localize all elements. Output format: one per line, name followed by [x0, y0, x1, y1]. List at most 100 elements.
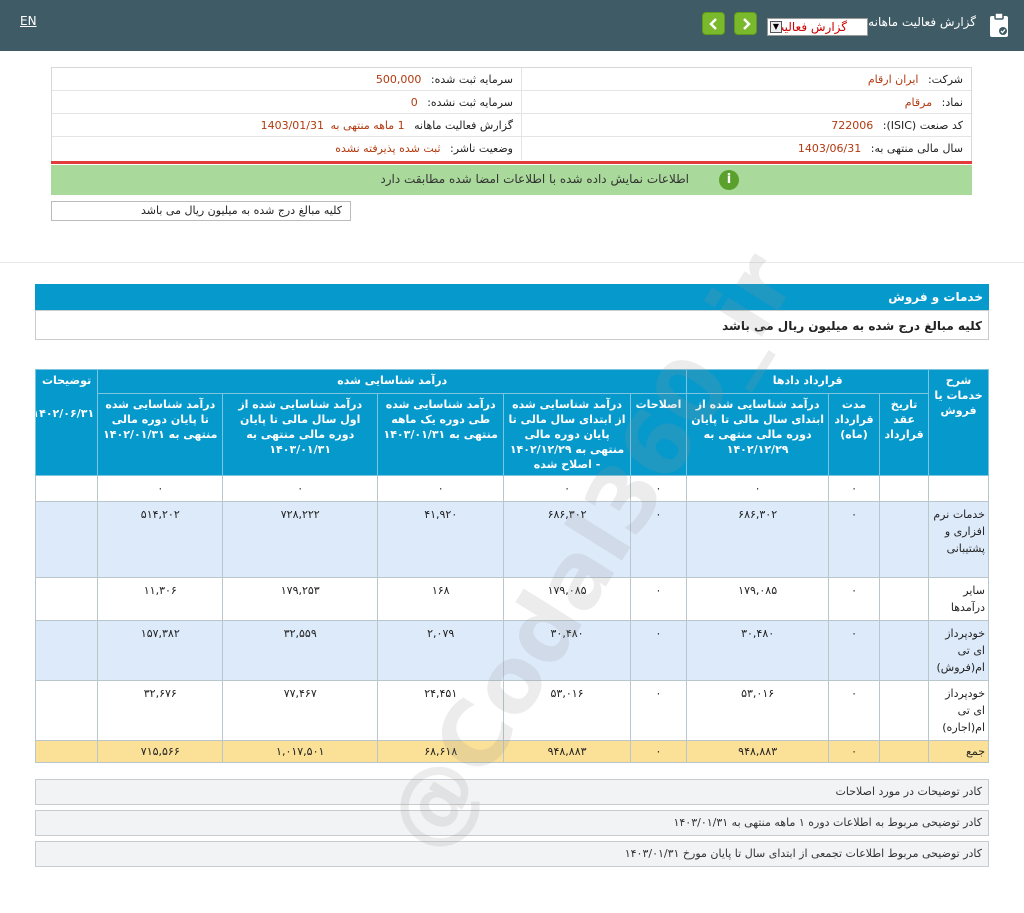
cell: ۰ [629, 475, 688, 502]
capital-unregistered-value: 0 [410, 96, 418, 109]
col-header-rev-last: درآمد شناسایی شده تا پایان دوره مالی منت… [97, 393, 224, 476]
total-rev-ytd: ۱,۰۱۷,۵۰۱ [222, 740, 379, 763]
info-row: شرکت: ایران ارقام سرمایه ثبت شده: 500,00… [52, 68, 971, 91]
row-rev-period: ۴۱,۹۲۰ [377, 501, 505, 578]
publisher-status-value: ثبت شده پذیرفته نشده [335, 142, 441, 155]
col-header-corrections: اصلاحات [629, 393, 688, 476]
company-label: شرکت: [927, 73, 963, 86]
row-corrections: ۰ [629, 501, 688, 578]
col-header-rev-period: درآمد شناسایی شده طی دوره یک ماهه منتهی … [377, 393, 505, 476]
col-header-duration: مدت قرارداد (ماه) [827, 393, 881, 476]
cell: ۰ [503, 475, 631, 502]
unit-note: کلیه مبالغ درج شده به میلیون ریال می باش… [51, 201, 351, 221]
cell [928, 475, 989, 502]
cell: ۰ [377, 475, 505, 502]
report-period-cell: گزارش فعالیت ماهانه 1 ماهه منتهی به 1403… [52, 114, 521, 137]
publisher-cell: وضعیت ناشر: ثبت شده پذیرفته نشده [52, 137, 521, 160]
company-cell: شرکت: ایران ارقام [521, 68, 971, 91]
row-duration: ۰ [827, 620, 881, 681]
row-desc: سایر درآمدها [928, 577, 989, 621]
total-rev-last: ۷۱۵,۵۶۶ [97, 740, 224, 763]
top-bar: EN گزارش فعالیت ▼ گزارش فعالیت ماهانه [0, 0, 1024, 51]
corrections-explanation-box: کادر توضیحات در مورد اصلاحات [35, 779, 989, 805]
report-date: 1403/01/31 [260, 119, 324, 132]
next-report-button[interactable] [734, 12, 757, 35]
fiscal-year-value: 1403/06/31 [797, 142, 862, 155]
row-rev-period: ۲۴,۴۵۱ [377, 680, 505, 741]
isic-label: کد صنعت (ISIC): [882, 119, 963, 132]
row-date [879, 620, 930, 681]
isic-value: 722006 [831, 119, 874, 132]
row-notes [34, 577, 99, 621]
report-period: 1 ماهه منتهی به [330, 119, 405, 132]
row-rev-period: ۲,۰۷۹ [377, 620, 505, 681]
row-rev-cum-corrected: ۶۸۶,۳۰۲ [503, 501, 631, 578]
chevron-right-icon [743, 18, 751, 30]
fiscal-year-label: سال مالی منتهی به: [870, 142, 963, 155]
row-rev-last: ۵۱۴,۲۰۲ [97, 501, 224, 578]
symbol-value: مرقام [904, 96, 933, 109]
period-explanation-box: کادر توضیحی مربوط به اطلاعات دوره ۱ ماهه… [35, 810, 989, 836]
notes-header-date: ۱۴۰۲/۰۶/۳۱ [35, 407, 95, 420]
row-desc: خودپرداز ای تی ام(فروش) [928, 620, 989, 681]
cell: ۰ [97, 475, 224, 502]
row-rev-cum-corrected: ۵۳,۰۱۶ [503, 680, 631, 741]
isic-cell: کد صنعت (ISIC): 722006 [521, 114, 971, 137]
symbol-label: نماد: [941, 96, 963, 109]
prev-report-button[interactable] [702, 12, 725, 35]
row-rev-cum-corrected: ۱۷۹,۰۸۵ [503, 577, 631, 621]
language-switch-link[interactable]: EN [20, 14, 37, 28]
cell [34, 475, 99, 502]
publisher-status-label: وضعیت ناشر: [450, 142, 513, 155]
dropdown-arrow-icon: ▼ [770, 21, 782, 33]
row-corrections: ۰ [629, 577, 688, 621]
row-date [879, 577, 930, 621]
cell: ۰ [222, 475, 379, 502]
cell: ۰ [686, 475, 829, 502]
row-date [879, 501, 930, 578]
report-label: گزارش فعالیت ماهانه [414, 119, 513, 132]
row-rev-cum-corrected: ۳۰,۴۸۰ [503, 620, 631, 681]
row-rev-last: ۱۵۷,۳۸۲ [97, 620, 224, 681]
row-notes [34, 620, 99, 681]
info-row: سال مالی منتهی به: 1403/06/31 وضعیت ناشر… [52, 137, 971, 160]
row-corrections: ۰ [629, 680, 688, 741]
total-notes [34, 740, 99, 763]
row-date [879, 680, 930, 741]
row-duration: ۰ [827, 501, 881, 578]
signature-match-notice: i اطلاعات نمایش داده شده با اطلاعات امضا… [51, 165, 972, 195]
cell: ۰ [827, 475, 881, 502]
row-rev-period: ۱۶۸ [377, 577, 505, 621]
row-rev-last: ۱۱,۳۰۶ [97, 577, 224, 621]
total-label: جمع [928, 740, 989, 763]
fiscal-cell: سال مالی منتهی به: 1403/06/31 [521, 137, 971, 160]
total-duration: ۰ [827, 740, 881, 763]
table-row: خدمات نرم افزاری و پشتیبانی ۰ ۶۸۶,۳۰۲ ۰ … [34, 501, 989, 578]
cell [879, 475, 930, 502]
report-type-select[interactable]: گزارش فعالیت ▼ [767, 18, 868, 36]
col-header-desc: شرح خدمات یا فروش [928, 369, 989, 476]
company-info-panel: شرکت: ایران ارقام سرمایه ثبت شده: 500,00… [51, 67, 972, 163]
capital-registered-label: سرمایه ثبت شده: [430, 73, 513, 86]
total-rev-period: ۶۸,۶۱۸ [377, 740, 505, 763]
section-header: خدمات و فروش [35, 284, 989, 310]
capital-reg-cell: سرمایه ثبت شده: 500,000 [52, 68, 521, 91]
symbol-cell: نماد: مرقام [521, 91, 971, 114]
chevron-left-icon [709, 18, 717, 30]
total-corrections: ۰ [629, 740, 688, 763]
col-header-notes: توضیحات ۱۴۰۲/۰۶/۳۱ [34, 369, 99, 476]
row-rev-cum: ۶۸۶,۳۰۲ [686, 501, 829, 578]
row-desc: خودپرداز ای تی ام(اجاره) [928, 680, 989, 741]
row-rev-ytd: ۱۷۹,۲۵۳ [222, 577, 379, 621]
section-unit-note: کلیه مبالغ درج شده به میلیون ریال می باش… [35, 310, 989, 340]
row-rev-cum: ۵۳,۰۱۶ [686, 680, 829, 741]
capital-unreg-cell: سرمایه ثبت نشده: 0 [52, 91, 521, 114]
row-duration: ۰ [827, 680, 881, 741]
divider-line [51, 161, 972, 164]
row-rev-cum: ۱۷۹,۰۸۵ [686, 577, 829, 621]
table-row: سایر درآمدها ۰ ۱۷۹,۰۸۵ ۰ ۱۷۹,۰۸۵ ۱۶۸ ۱۷۹… [34, 577, 989, 621]
row-notes [34, 501, 99, 578]
info-row: نماد: مرقام سرمایه ثبت نشده: 0 [52, 91, 971, 114]
group-header-revenue: درآمد شناسایی شده [97, 369, 688, 394]
info-row: کد صنعت (ISIC): 722006 گزارش فعالیت ماها… [52, 114, 971, 137]
